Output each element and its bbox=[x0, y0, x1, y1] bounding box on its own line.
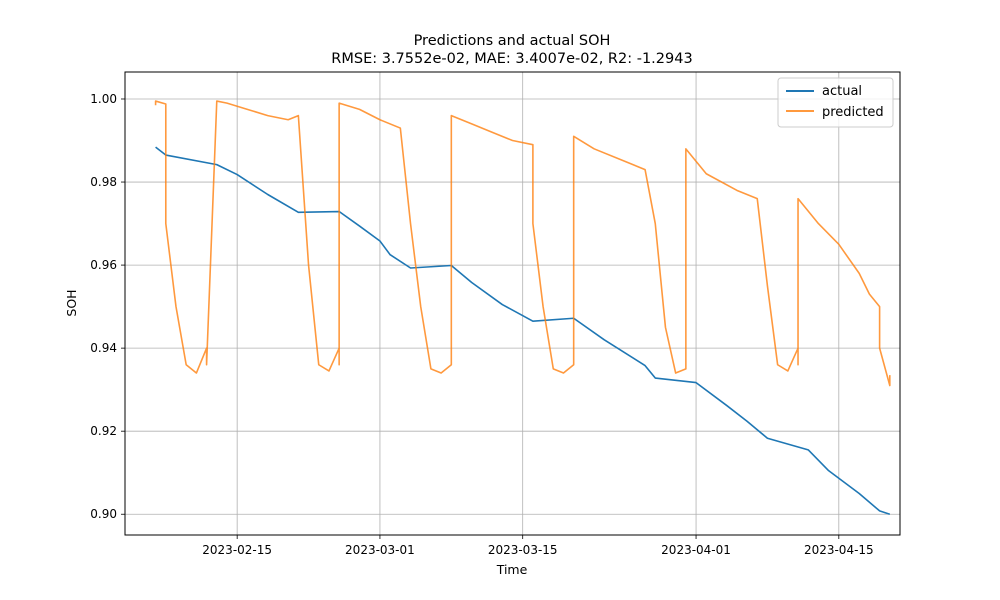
y-tick-label: 0.98 bbox=[90, 175, 117, 189]
grid-lines bbox=[125, 72, 900, 535]
x-tick-label: 2023-04-15 bbox=[804, 543, 874, 557]
y-tick-label: 0.96 bbox=[90, 258, 117, 272]
axis-ticks: 2023-02-15 2023-03-01 2023-03-15 2023-04-01… bbox=[90, 92, 873, 557]
series-line-actual bbox=[155, 146, 891, 516]
chart-subtitle: RMSE: 3.7552e-02, MAE: 3.4007e-02, R2: -… bbox=[331, 51, 692, 67]
legend-label-actual: actual bbox=[822, 84, 862, 99]
x-tick-label: 2023-03-15 bbox=[488, 543, 558, 557]
y-axis-label: SOH bbox=[64, 289, 79, 316]
y-tick-label: 1.00 bbox=[90, 92, 117, 106]
series-lines bbox=[154, 100, 891, 516]
y-tick-label: 0.94 bbox=[90, 341, 117, 355]
chart-title: Predictions and actual SOH bbox=[414, 33, 611, 49]
x-tick-label: 2023-03-01 bbox=[345, 543, 415, 557]
x-tick-label: 2023-04-01 bbox=[661, 543, 731, 557]
x-tick-label: 2023-02-15 bbox=[202, 543, 272, 557]
x-axis-label: Time bbox=[496, 562, 528, 577]
legend-label-predicted: predicted bbox=[822, 105, 884, 120]
plot-frame bbox=[124, 71, 901, 536]
legend: actual predicted bbox=[777, 77, 894, 128]
series-line-predicted bbox=[154, 100, 891, 387]
y-tick-label: 0.90 bbox=[90, 507, 117, 521]
y-tick-label: 0.92 bbox=[90, 424, 117, 438]
